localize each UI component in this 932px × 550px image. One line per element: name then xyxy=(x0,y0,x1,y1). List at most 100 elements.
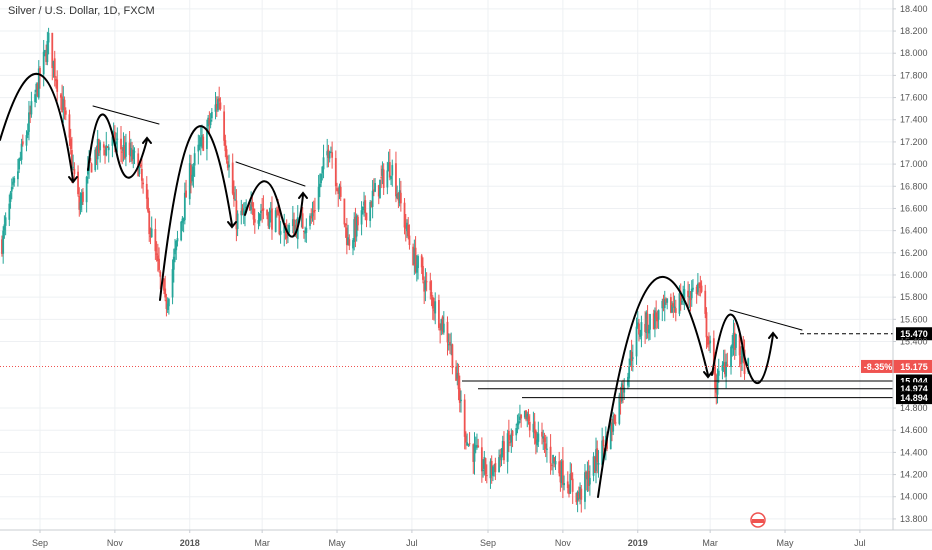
y-tick-label: 17.000 xyxy=(900,159,928,169)
candle-body xyxy=(61,96,63,113)
candle-body xyxy=(250,204,253,210)
candle-body xyxy=(408,235,411,245)
candle-body xyxy=(647,329,650,334)
candle-body xyxy=(215,103,218,109)
candle-body xyxy=(132,149,135,160)
candle-body xyxy=(36,84,39,97)
candle-body xyxy=(21,141,24,145)
candle-body xyxy=(458,388,461,403)
candle-body xyxy=(388,162,391,178)
candle-body xyxy=(44,50,46,54)
candle-body xyxy=(520,414,523,419)
candle-body xyxy=(252,208,255,220)
candle-body xyxy=(167,299,170,307)
candle-body xyxy=(430,291,433,297)
candle-body xyxy=(523,410,526,418)
candle-body xyxy=(403,202,406,228)
candle-body xyxy=(164,288,167,298)
candle-body xyxy=(674,308,677,313)
candle-body xyxy=(638,323,640,335)
candle-body xyxy=(663,299,666,309)
candle-body xyxy=(231,162,234,194)
candle-body xyxy=(527,416,530,422)
candle-body xyxy=(20,143,23,160)
candle-body xyxy=(699,282,702,289)
candle-body xyxy=(176,238,179,242)
candle-body xyxy=(356,216,359,226)
candle-body xyxy=(253,219,256,223)
candle-body xyxy=(72,166,75,168)
candle-body xyxy=(120,138,122,150)
candle-body xyxy=(80,193,83,205)
level-tag xyxy=(896,359,932,373)
candle-body xyxy=(18,158,21,170)
candle-body xyxy=(1,239,3,254)
candle-body xyxy=(182,217,185,222)
candle-body xyxy=(655,312,658,319)
candle-body xyxy=(121,151,124,153)
x-tick-label: Jul xyxy=(406,538,418,548)
candle-body xyxy=(669,297,672,313)
arrow-down xyxy=(703,371,713,379)
candle-body xyxy=(217,99,219,111)
candle-body xyxy=(310,216,313,219)
y-tick-label: 16.800 xyxy=(900,181,928,191)
candle-body xyxy=(370,201,373,208)
candle-body xyxy=(47,32,50,43)
candle-body xyxy=(422,265,424,280)
candle-body xyxy=(288,225,291,233)
candle-body xyxy=(688,296,691,298)
candle-body xyxy=(731,344,734,349)
candle-body xyxy=(9,192,12,202)
candle-body xyxy=(62,99,65,111)
candle-body xyxy=(155,253,158,255)
candle-body xyxy=(620,383,623,402)
candle-body xyxy=(128,142,131,156)
candle-body xyxy=(602,439,605,447)
candle-body xyxy=(477,445,480,448)
y-tick-label: 16.400 xyxy=(900,226,928,236)
candle-body xyxy=(261,209,264,211)
candle-body xyxy=(45,52,48,62)
candle-body xyxy=(129,147,132,157)
candle-body xyxy=(236,213,239,229)
candle-body xyxy=(339,186,342,197)
candle-body xyxy=(649,314,651,330)
candle-body xyxy=(269,210,272,213)
candle-body xyxy=(85,176,88,203)
level-change-label: -8.35% xyxy=(864,362,893,372)
candle-body xyxy=(234,199,237,201)
candle-body xyxy=(716,374,719,395)
candle-body xyxy=(387,163,390,172)
candle-body xyxy=(644,323,647,332)
candle-body xyxy=(706,336,709,345)
candle-body xyxy=(242,210,245,215)
candle-body xyxy=(472,444,475,462)
candle-body xyxy=(209,119,212,126)
candle-body xyxy=(337,189,340,194)
candle-body xyxy=(39,67,41,77)
candle-body xyxy=(188,163,191,200)
candle-body xyxy=(344,223,347,226)
candle-body xyxy=(223,111,226,141)
candle-body xyxy=(584,472,586,502)
x-tick-label: Jul xyxy=(854,538,866,548)
candle-body xyxy=(558,461,561,474)
grid xyxy=(0,0,893,530)
candle-body xyxy=(338,185,341,194)
candle-body xyxy=(424,280,427,290)
candle-body xyxy=(554,461,557,465)
candle-body xyxy=(95,148,98,159)
candle-body xyxy=(206,128,208,150)
candle-body xyxy=(577,492,580,498)
candle-body xyxy=(629,350,632,365)
candle-body xyxy=(52,60,55,66)
y-tick-label: 15.800 xyxy=(900,292,928,302)
candle-body xyxy=(652,313,655,330)
candle-body xyxy=(425,281,428,283)
candle-body xyxy=(55,78,57,82)
y-tick-label: 17.400 xyxy=(900,115,928,125)
candle-body xyxy=(181,218,184,223)
